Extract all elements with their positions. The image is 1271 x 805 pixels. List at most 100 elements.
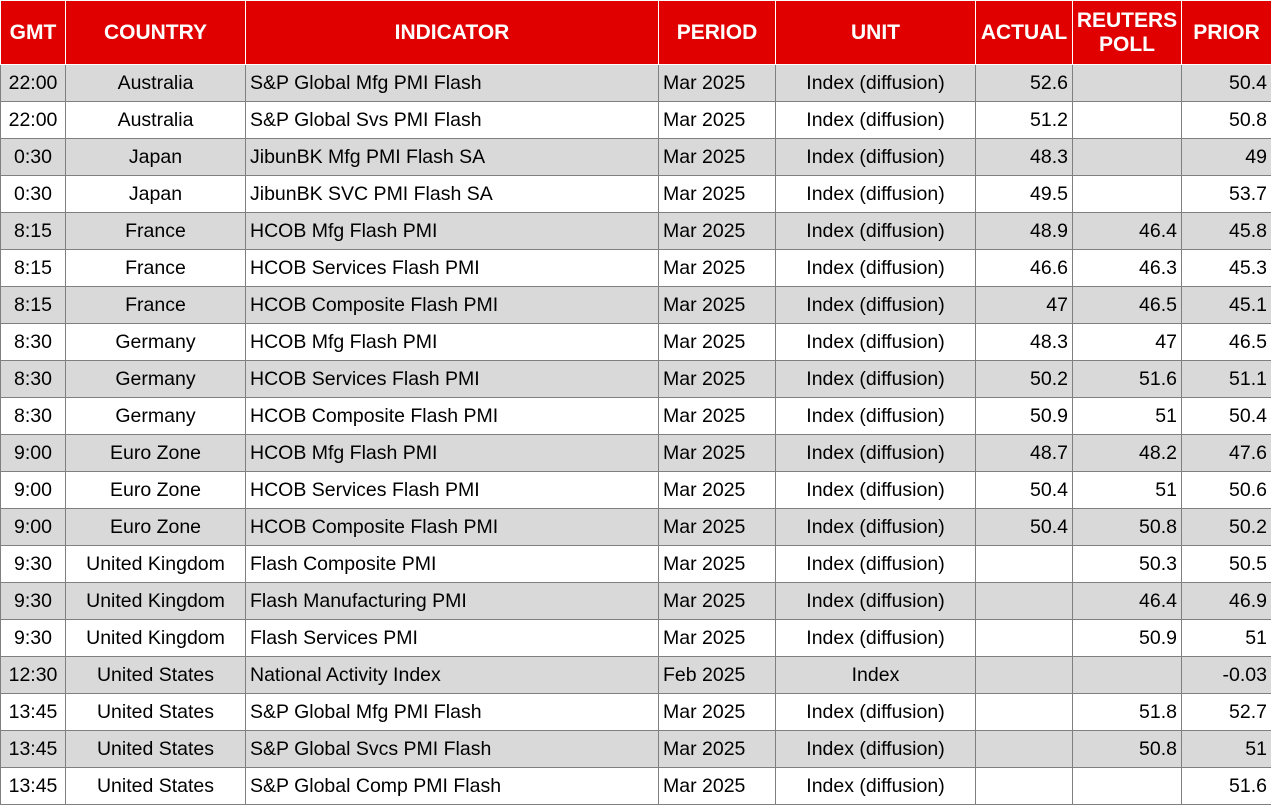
table-cell: 9:30: [1, 546, 66, 583]
table-cell: Index (diffusion): [776, 620, 976, 657]
table-cell: Mar 2025: [659, 546, 776, 583]
table-cell: Index (diffusion): [776, 213, 976, 250]
table-cell: Mar 2025: [659, 139, 776, 176]
table-cell: 50.9: [976, 398, 1073, 435]
table-cell: 50.8: [1073, 509, 1182, 546]
table-cell: 50.2: [1182, 509, 1271, 546]
table-cell: 46.9: [1182, 583, 1271, 620]
table-cell: United States: [66, 694, 246, 731]
table-cell: [1073, 657, 1182, 694]
table-cell: Index (diffusion): [776, 102, 976, 139]
table-cell: S&P Global Svs PMI Flash: [246, 102, 659, 139]
table-cell: Index (diffusion): [776, 65, 976, 102]
table-cell: [1073, 768, 1182, 805]
table-cell: 45.8: [1182, 213, 1271, 250]
table-cell: Mar 2025: [659, 213, 776, 250]
table-cell: 50.4: [1182, 65, 1271, 102]
table-cell: [976, 546, 1073, 583]
table-cell: Australia: [66, 65, 246, 102]
table-cell: JibunBK Mfg PMI Flash SA: [246, 139, 659, 176]
table-cell: [1073, 65, 1182, 102]
table-cell: S&P Global Mfg PMI Flash: [246, 65, 659, 102]
table-cell: Flash Composite PMI: [246, 546, 659, 583]
table-cell: HCOB Services Flash PMI: [246, 472, 659, 509]
table-cell: 12:30: [1, 657, 66, 694]
table-cell: [1073, 102, 1182, 139]
table-cell: Mar 2025: [659, 731, 776, 768]
table-cell: Index (diffusion): [776, 139, 976, 176]
table-cell: Index (diffusion): [776, 176, 976, 213]
table-cell: Germany: [66, 361, 246, 398]
table-cell: 50.3: [1073, 546, 1182, 583]
table-cell: Mar 2025: [659, 620, 776, 657]
table-cell: 13:45: [1, 768, 66, 805]
table-cell: [976, 768, 1073, 805]
table-cell: United States: [66, 768, 246, 805]
table-cell: Index (diffusion): [776, 250, 976, 287]
table-cell: Mar 2025: [659, 176, 776, 213]
table-cell: 13:45: [1, 694, 66, 731]
table-cell: 8:15: [1, 287, 66, 324]
table-cell: United States: [66, 657, 246, 694]
table-cell: 50.2: [976, 361, 1073, 398]
table-cell: 52.7: [1182, 694, 1271, 731]
table-cell: 22:00: [1, 65, 66, 102]
table-cell: 50.6: [1182, 472, 1271, 509]
table-cell: [976, 583, 1073, 620]
table-cell: 0:30: [1, 139, 66, 176]
table-cell: [976, 657, 1073, 694]
table-cell: HCOB Mfg Flash PMI: [246, 324, 659, 361]
table-cell: S&P Global Mfg PMI Flash: [246, 694, 659, 731]
table-cell: Index (diffusion): [776, 398, 976, 435]
table-cell: Australia: [66, 102, 246, 139]
column-header: GMT: [1, 1, 66, 65]
table-cell: Index (diffusion): [776, 546, 976, 583]
table-cell: Index (diffusion): [776, 731, 976, 768]
column-header: UNIT: [776, 1, 976, 65]
table-cell: Index (diffusion): [776, 287, 976, 324]
table-cell: Index (diffusion): [776, 694, 976, 731]
table-cell: Mar 2025: [659, 435, 776, 472]
table-cell: France: [66, 213, 246, 250]
table-cell: 48.3: [976, 324, 1073, 361]
table-cell: 8:15: [1, 250, 66, 287]
table-cell: 46.6: [976, 250, 1073, 287]
table-cell: 47.6: [1182, 435, 1271, 472]
table-cell: Mar 2025: [659, 472, 776, 509]
table-cell: Japan: [66, 139, 246, 176]
table-cell: 9:30: [1, 583, 66, 620]
table-cell: 46.4: [1073, 213, 1182, 250]
table-cell: 50.8: [1182, 102, 1271, 139]
table-cell: National Activity Index: [246, 657, 659, 694]
table-cell: Mar 2025: [659, 509, 776, 546]
table-cell: [1073, 139, 1182, 176]
table-cell: HCOB Composite Flash PMI: [246, 509, 659, 546]
table-cell: 9:00: [1, 435, 66, 472]
table-cell: Euro Zone: [66, 509, 246, 546]
table-cell: United Kingdom: [66, 546, 246, 583]
table-cell: [1073, 176, 1182, 213]
table-cell: Mar 2025: [659, 694, 776, 731]
table-cell: United Kingdom: [66, 620, 246, 657]
table-cell: France: [66, 287, 246, 324]
table-cell: Index: [776, 657, 976, 694]
table-cell: HCOB Mfg Flash PMI: [246, 213, 659, 250]
table-cell: Index (diffusion): [776, 472, 976, 509]
table-cell: 51: [1182, 731, 1271, 768]
table-cell: 51: [1073, 398, 1182, 435]
table-cell: 48.7: [976, 435, 1073, 472]
